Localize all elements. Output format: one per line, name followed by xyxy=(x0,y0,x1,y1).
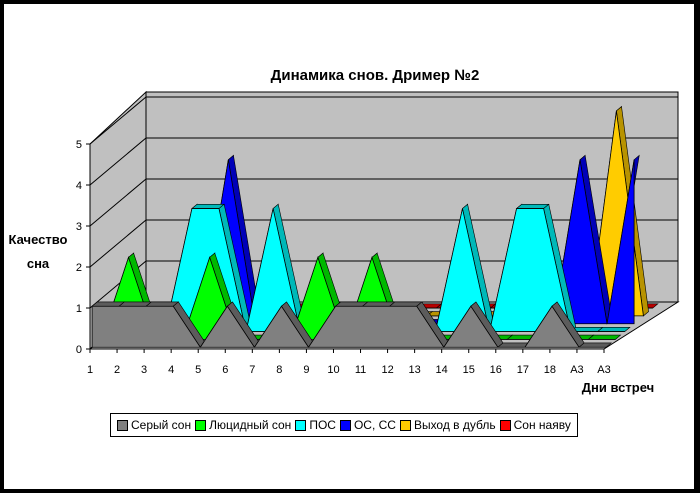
x-tick-label: 4 xyxy=(168,364,174,376)
y-tick-label: 2 xyxy=(76,262,82,274)
y-tick-label: 4 xyxy=(76,180,82,192)
y-tick-label: 5 xyxy=(76,139,82,151)
x-tick-label: 3 xyxy=(141,364,147,376)
x-tick-label: 9 xyxy=(303,364,309,376)
legend-item: ОС, СС xyxy=(339,418,396,432)
y-axis-label-line1: Качество xyxy=(9,232,68,247)
legend-swatch xyxy=(117,419,128,431)
x-tick-label: 7 xyxy=(249,364,255,376)
series-top-strip xyxy=(596,326,631,332)
chart-title: Динамика снов. Дример №2 xyxy=(271,67,480,84)
legend-item: ПОС xyxy=(295,418,336,432)
legend-label: Серый сон xyxy=(131,418,192,432)
gridline xyxy=(89,96,678,145)
series-top-strip xyxy=(578,342,613,348)
x-tick-label: 8 xyxy=(276,364,282,376)
gridline xyxy=(89,137,678,186)
x-tick-label: 6 xyxy=(222,364,228,376)
legend-item: Выход в дубль xyxy=(399,418,496,432)
legend-swatch xyxy=(339,419,351,431)
gridline xyxy=(89,219,678,268)
legend-label: ОС, СС xyxy=(353,418,396,432)
x-tick-label: А3 xyxy=(570,364,583,376)
y-tick-label: 1 xyxy=(76,303,82,315)
series-top-strip xyxy=(587,334,622,340)
legend-swatch xyxy=(195,419,207,431)
legend-swatch xyxy=(295,419,307,431)
y-axis-label-line2: сна xyxy=(27,256,50,271)
legend-item: Сон наяву xyxy=(499,418,571,432)
x-tick-label: 2 xyxy=(114,364,120,376)
x-tick-label: 15 xyxy=(463,364,475,376)
gridline xyxy=(89,260,678,309)
x-tick-label: 14 xyxy=(436,364,448,376)
gridline xyxy=(89,178,678,227)
series-group xyxy=(91,105,659,348)
x-axis-label: Дни встреч xyxy=(582,380,654,395)
x-tick-label: 1 xyxy=(87,364,93,376)
x-tick-label: 10 xyxy=(327,364,339,376)
x-tick-label: 5 xyxy=(195,364,201,376)
legend-item: Серый сон xyxy=(117,418,191,432)
series-front-area xyxy=(91,305,607,348)
y-tick-label: 0 xyxy=(76,344,82,356)
x-tick-label: А3 xyxy=(597,364,610,376)
x-tick-label: 11 xyxy=(355,364,366,376)
legend-label: ПОС xyxy=(309,418,336,432)
chart-frame: 0 1 2 3 4 5 1 2 3 4 5 6 7 8 9 10 11 12 13 14 15 16 17 18 А3 А3 Ди… xyxy=(4,4,694,489)
x-tick-label: 12 xyxy=(381,364,393,376)
series-0 xyxy=(91,301,613,348)
legend-label: Выход в дубль xyxy=(413,418,496,432)
y-tick-label: 3 xyxy=(76,221,82,233)
legend-swatch xyxy=(499,419,511,431)
legend-item: Люцидный сон xyxy=(195,418,291,432)
legend-label: Сон наяву xyxy=(513,418,571,432)
legend-label: Люцидный сон xyxy=(209,418,292,432)
x-tick-label: 16 xyxy=(490,364,502,376)
series-2 xyxy=(109,203,631,333)
x-tick-label: 17 xyxy=(517,364,529,376)
x-tick-label: 18 xyxy=(544,364,556,376)
legend-swatch xyxy=(399,419,411,431)
x-tick-label: 13 xyxy=(409,364,421,376)
legend: Серый сон Люцидный сон ПОС ОС, СС Выход в ду… xyxy=(110,413,578,437)
